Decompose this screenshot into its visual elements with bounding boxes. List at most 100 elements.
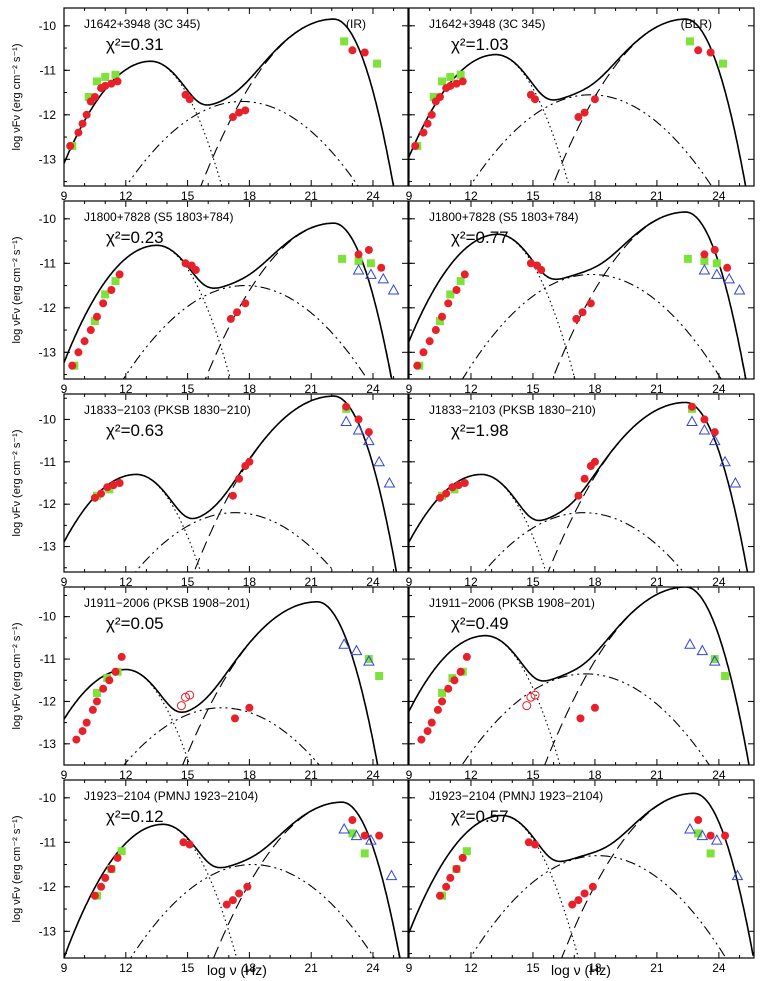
x-axis-label-right: log ν (Hz) <box>551 962 611 978</box>
sed-panel: 9 12 15 18 21 24 J1833−2103 (PKSB 1830−210) χ²=… <box>406 393 755 589</box>
red-circle-point <box>590 95 599 104</box>
green-square-point <box>84 93 93 101</box>
red-circle-point <box>103 483 112 492</box>
green-square-point <box>338 254 347 263</box>
blue-triangle-point <box>723 272 736 284</box>
red-circle-point <box>433 705 442 714</box>
ssc-component <box>469 94 713 186</box>
data-points <box>66 37 382 150</box>
chi-squared-label: χ²=0.63 <box>106 421 164 440</box>
y-axis-label: log νFν (erg cm⁻² s⁻¹) <box>11 430 23 537</box>
x-tick-label: 21 <box>305 575 319 589</box>
red-circle-point <box>442 882 451 891</box>
green-square-point <box>117 847 126 856</box>
red-circle-point <box>92 697 101 706</box>
blue-triangle-point <box>373 455 386 467</box>
x-axis-label-left: log ν (Hz) <box>207 962 267 978</box>
x-tick-label: 18 <box>588 575 602 589</box>
red-circle-point <box>710 245 719 254</box>
red-circle-point <box>241 299 250 308</box>
red-circle-point <box>578 308 587 317</box>
blue-triangle-point <box>719 455 731 467</box>
chi-squared-label: χ²=0.77 <box>451 228 509 247</box>
blue-triangle-point <box>377 272 390 284</box>
total-model-curve <box>64 222 393 379</box>
y-tick-label: -10 <box>39 19 57 33</box>
red-circle-point <box>375 831 384 840</box>
red-circle-point <box>450 676 459 685</box>
data-points <box>417 638 730 744</box>
x-tick-label: 15 <box>526 575 540 589</box>
x-tick-label: 24 <box>712 768 726 782</box>
red-circle-point <box>419 348 428 357</box>
red-circle-point <box>97 489 106 498</box>
x-tick-label: 18 <box>588 961 602 975</box>
y-axis-label: log νFν (erg cm⁻² s⁻¹) <box>11 816 23 923</box>
y-tick-label: -10 <box>39 412 57 426</box>
red-circle-point <box>580 108 589 117</box>
blue-triangle-point <box>729 476 742 488</box>
red-circle-point <box>78 119 87 128</box>
red-circle-point <box>446 873 455 882</box>
x-tick-label: 9 <box>61 382 68 396</box>
red-circle-point <box>107 865 116 873</box>
red-circle-point <box>99 684 108 693</box>
x-tick-label: 9 <box>406 768 413 782</box>
x-tick-label: 18 <box>588 189 602 203</box>
blue-triangle-point <box>363 655 375 666</box>
ssc-component <box>461 273 722 379</box>
green-square-point <box>462 847 471 856</box>
red-circle-point <box>113 77 122 86</box>
y-tick-label: -12 <box>39 301 57 315</box>
sed-panel: -10 -11 -12 -13 log νFν (erg cm⁻² s⁻¹) 9 12 15 1… <box>11 200 409 396</box>
blue-triangle-point <box>696 829 709 841</box>
red-circle-point <box>444 684 453 693</box>
x-tick-label: 18 <box>243 768 257 782</box>
x-tick-label: 18 <box>243 382 257 396</box>
red-circle-point <box>115 270 124 279</box>
red-circle-point <box>360 831 369 840</box>
blue-triangle-point <box>385 869 398 881</box>
red-circle-point <box>179 838 188 847</box>
x-tick-label: 12 <box>464 575 478 589</box>
chi-squared-label: χ²=0.57 <box>451 807 509 826</box>
x-tick-label: 24 <box>712 961 726 975</box>
x-tick-label: 24 <box>366 768 380 782</box>
red-circle-point <box>86 326 95 335</box>
red-circle-point <box>80 337 89 346</box>
blue-triangle-point <box>365 268 377 279</box>
green-square-point <box>710 655 719 664</box>
x-tick-label: 21 <box>305 768 319 782</box>
red-circle-point <box>427 110 436 119</box>
blue-triangle-point <box>686 415 698 427</box>
red-circle-point <box>233 308 242 317</box>
y-tick-label: -11 <box>40 63 57 77</box>
green-square-point <box>360 849 369 858</box>
green-square-point <box>446 72 455 81</box>
y-tick-label: -10 <box>39 212 57 226</box>
red-circle-point <box>82 110 91 119</box>
red-circle-point <box>524 838 533 847</box>
ssc-component <box>123 707 320 765</box>
red-circle-point <box>431 326 440 335</box>
green-square-point <box>101 72 110 81</box>
red-circle-point <box>700 250 709 259</box>
chi-squared-label: χ²=0.05 <box>106 614 164 633</box>
red-circle-point <box>230 714 239 723</box>
x-tick-label: 9 <box>406 575 413 589</box>
source-name: J1642+3948 (3C 345) <box>84 17 200 31</box>
panel-frame <box>63 200 409 380</box>
red-circle-point <box>101 81 110 90</box>
blue-triangle-point <box>338 822 350 834</box>
x-tick-label: 24 <box>712 189 726 203</box>
synchrotron-component <box>64 244 232 379</box>
red-circle-point <box>78 727 87 736</box>
red-circle-point <box>706 831 715 840</box>
red-circle-point <box>462 652 471 661</box>
green-square-point <box>721 672 730 680</box>
red-circle-point <box>360 48 369 57</box>
green-square-point <box>348 829 357 838</box>
red-circle-point <box>526 259 535 268</box>
red-circle-point <box>425 337 434 346</box>
panel-frame <box>63 779 409 959</box>
